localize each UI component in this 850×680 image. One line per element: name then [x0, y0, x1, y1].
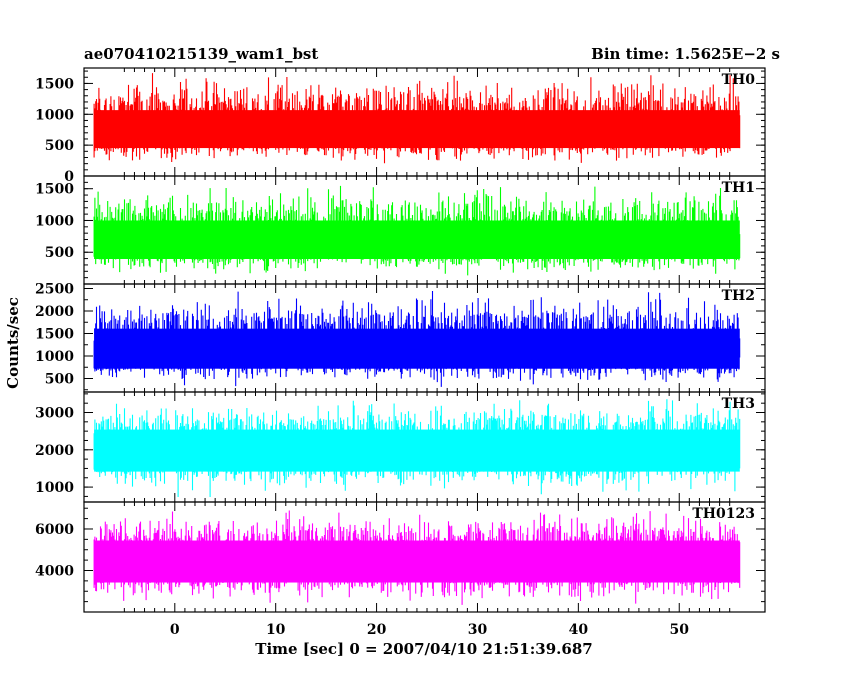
panel-label-th3: TH3 [722, 396, 755, 412]
bin-time-label: Bin time: 1.5625E−2 s [591, 45, 780, 63]
y-tick-label: 1000 [35, 107, 74, 123]
panel-label-th0123: TH0123 [692, 506, 755, 522]
panel-frame [83, 501, 766, 613]
y-tick-label: 1500 [35, 182, 74, 198]
series-core-th3 [94, 429, 740, 472]
x-tick-label: 50 [670, 622, 690, 638]
panel-label-th2: TH2 [722, 288, 755, 304]
y-tick-label: 4000 [35, 563, 74, 579]
y-tick-label: 1000 [35, 480, 74, 496]
figure-title: ae070410215139_wam1_bst [84, 45, 318, 63]
y-tick-label: 1000 [35, 213, 74, 229]
y-axis-label: Counts/sec [4, 297, 22, 389]
y-tick-label: 2500 [35, 282, 74, 298]
x-tick-label: 40 [569, 622, 589, 638]
series-core-th2 [94, 328, 740, 369]
y-tick-label: 0 [64, 169, 74, 185]
panel-label-th0: TH0 [722, 72, 756, 88]
y-tick-label: 6000 [35, 522, 74, 538]
y-tick-label: 500 [45, 245, 74, 261]
x-tick-label: 0 [170, 622, 180, 638]
y-tick-label: 1000 [35, 349, 74, 365]
series-core-th0 [94, 110, 740, 149]
panel-th1: 500 1000 1500 TH1 [35, 175, 766, 285]
panel-th0123: 6000 4000 TH0123 [35, 501, 766, 613]
panel-label-th1: TH1 [722, 180, 755, 196]
x-axis-label: Time [sec] 0 = 2007/04/10 21:51:39.687 [255, 640, 592, 658]
y-tick-label: 1500 [35, 327, 74, 343]
panel-th3: 3000 2000 1000 TH3 [35, 391, 766, 503]
x-tick-label: 30 [468, 622, 488, 638]
x-tick-label: 10 [266, 622, 286, 638]
series-core-th0123 [94, 540, 740, 583]
y-tick-label: 3000 [35, 406, 74, 422]
y-tick-label: 2000 [35, 304, 74, 320]
panel-th2: 2500 2000 1500 1000 500 TH2 [35, 282, 766, 393]
y-tick-label: 2000 [35, 443, 74, 459]
x-tick-label: 20 [367, 622, 387, 638]
panel-th0: 0 500 1000 1500 TH0 [35, 67, 766, 185]
series-core-th1 [94, 220, 740, 260]
y-tick-label: 500 [45, 372, 74, 388]
y-tick-label: 500 [45, 138, 74, 154]
y-tick-label: 1500 [35, 76, 74, 92]
